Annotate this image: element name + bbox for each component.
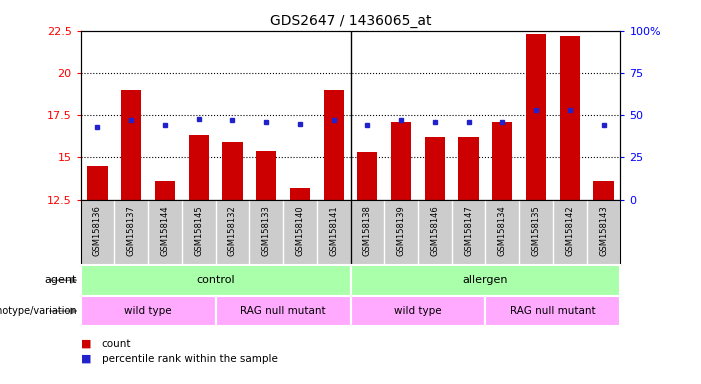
Text: GSM158132: GSM158132	[228, 205, 237, 256]
Bar	[88, 166, 108, 200]
Text: RAG null mutant: RAG null mutant	[240, 306, 326, 316]
Bar	[391, 122, 411, 200]
Bar	[559, 36, 580, 200]
Bar	[121, 90, 142, 200]
Bar	[81, 265, 350, 296]
Text: GSM158141: GSM158141	[329, 205, 338, 255]
Text: genotype/variation: genotype/variation	[0, 306, 77, 316]
Text: wild type: wild type	[124, 306, 172, 316]
Text: GSM158133: GSM158133	[261, 205, 271, 256]
Text: GSM158143: GSM158143	[599, 205, 608, 256]
Bar	[189, 136, 209, 200]
Text: GSM158142: GSM158142	[565, 205, 574, 255]
Text: GSM158139: GSM158139	[397, 205, 406, 256]
Bar	[350, 265, 620, 296]
Text: GSM158138: GSM158138	[363, 205, 372, 256]
Text: GSM158145: GSM158145	[194, 205, 203, 255]
Bar	[324, 90, 343, 200]
Bar	[458, 137, 479, 200]
Bar	[256, 151, 276, 200]
Text: allergen: allergen	[463, 275, 508, 285]
Text: GSM158147: GSM158147	[464, 205, 473, 256]
Text: GSM158146: GSM158146	[430, 205, 440, 256]
Bar	[526, 34, 546, 200]
Bar	[222, 142, 243, 200]
Text: GSM158137: GSM158137	[127, 205, 136, 256]
Bar	[155, 181, 175, 200]
Title: GDS2647 / 1436065_at: GDS2647 / 1436065_at	[270, 14, 431, 28]
Text: GSM158134: GSM158134	[498, 205, 507, 256]
Bar	[492, 122, 512, 200]
Bar	[485, 296, 620, 326]
Text: ■: ■	[81, 339, 91, 349]
Text: GSM158135: GSM158135	[531, 205, 540, 256]
Text: agent: agent	[45, 275, 77, 285]
Bar	[216, 296, 350, 326]
Text: count: count	[102, 339, 131, 349]
Text: ■: ■	[81, 354, 91, 364]
Text: GSM158136: GSM158136	[93, 205, 102, 256]
Text: GSM158144: GSM158144	[161, 205, 170, 255]
Bar	[81, 296, 216, 326]
Bar	[425, 137, 445, 200]
Text: wild type: wild type	[394, 306, 442, 316]
Bar	[593, 181, 613, 200]
Text: RAG null mutant: RAG null mutant	[510, 306, 596, 316]
Bar	[290, 188, 310, 200]
Text: percentile rank within the sample: percentile rank within the sample	[102, 354, 278, 364]
Bar	[358, 152, 378, 200]
Bar	[350, 296, 485, 326]
Text: GSM158140: GSM158140	[295, 205, 304, 255]
Text: control: control	[196, 275, 235, 285]
